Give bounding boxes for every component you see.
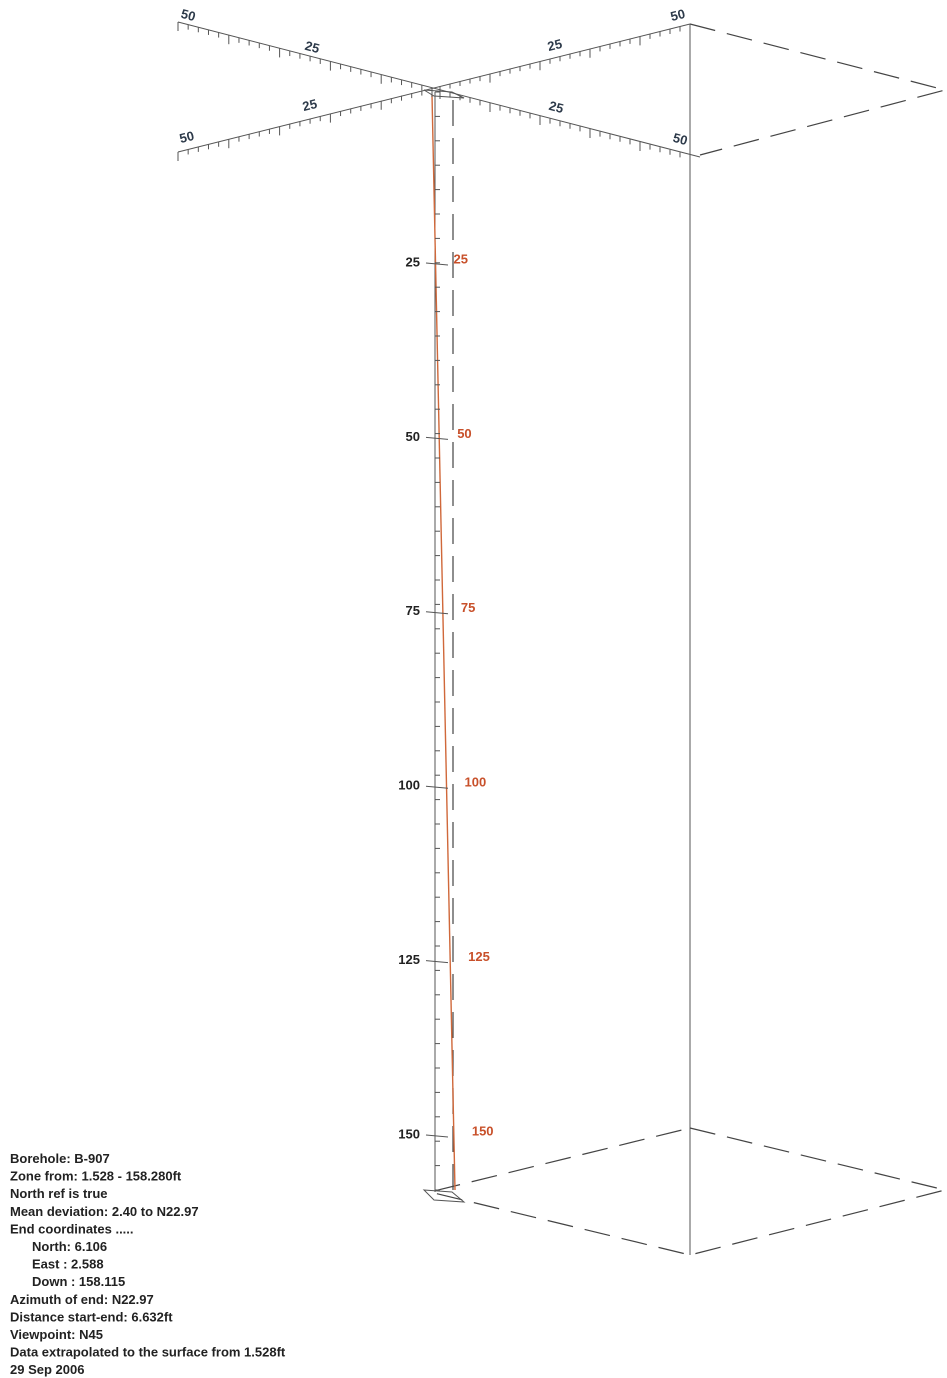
- info-line: Data extrapolated to the surface from 1.…: [10, 1345, 286, 1360]
- info-line: Down : 158.115: [32, 1274, 125, 1289]
- depth-marker: [425, 611, 449, 615]
- axis-line: [177, 23, 691, 153]
- collar: [423, 89, 465, 99]
- depth-marker: [425, 262, 449, 266]
- borehole-label: 125: [468, 949, 490, 964]
- depth-label: 75: [406, 603, 420, 618]
- info-line: Zone from: 1.528 - 158.280ft: [10, 1169, 182, 1184]
- depth-marker: [425, 960, 449, 964]
- axis-label: 50: [669, 6, 687, 24]
- borehole-label: 100: [465, 775, 487, 790]
- info-line: East : 2.588: [32, 1257, 104, 1272]
- axis-label: 25: [303, 38, 321, 56]
- borehole-label: 75: [461, 600, 475, 615]
- borehole-trace: [431, 94, 456, 1191]
- info-line: Viewpoint: N45: [10, 1327, 103, 1342]
- depth-marker: [425, 1134, 449, 1138]
- info-line: Mean deviation: 2.40 to N22.97: [10, 1204, 199, 1219]
- info-line: 29 Sep 2006: [10, 1362, 84, 1377]
- info-line: End coordinates .....: [10, 1221, 134, 1236]
- axis-label: 25: [547, 98, 565, 116]
- info-line: North: 6.106: [32, 1239, 107, 1254]
- borehole-label: 150: [472, 1123, 494, 1138]
- top-box: [689, 23, 947, 156]
- depth-marker: [425, 785, 449, 789]
- depth-marker: [425, 436, 449, 440]
- borehole-label: 25: [454, 251, 468, 266]
- info-line: Distance start-end: 6.632ft: [10, 1309, 173, 1324]
- depth-label: 125: [398, 952, 420, 967]
- info-line: Azimuth of end: N22.97: [10, 1292, 154, 1307]
- axis-label: 25: [546, 36, 564, 54]
- bottom-box: [429, 1127, 946, 1256]
- end-marker: [422, 1189, 466, 1203]
- axis-label: 50: [671, 130, 689, 148]
- info-line: North ref is true: [10, 1186, 108, 1201]
- axis-label: 50: [178, 128, 196, 146]
- depth-label: 50: [406, 429, 420, 444]
- depth-label: 25: [406, 254, 420, 269]
- depth-label: 150: [398, 1126, 420, 1141]
- borehole-label: 50: [457, 426, 471, 441]
- axis-line: [177, 21, 701, 158]
- axis-label: 25: [301, 96, 319, 114]
- info-line: Borehole: B-907: [10, 1151, 110, 1166]
- depth-label: 100: [398, 778, 420, 793]
- axis-label: 50: [179, 6, 197, 24]
